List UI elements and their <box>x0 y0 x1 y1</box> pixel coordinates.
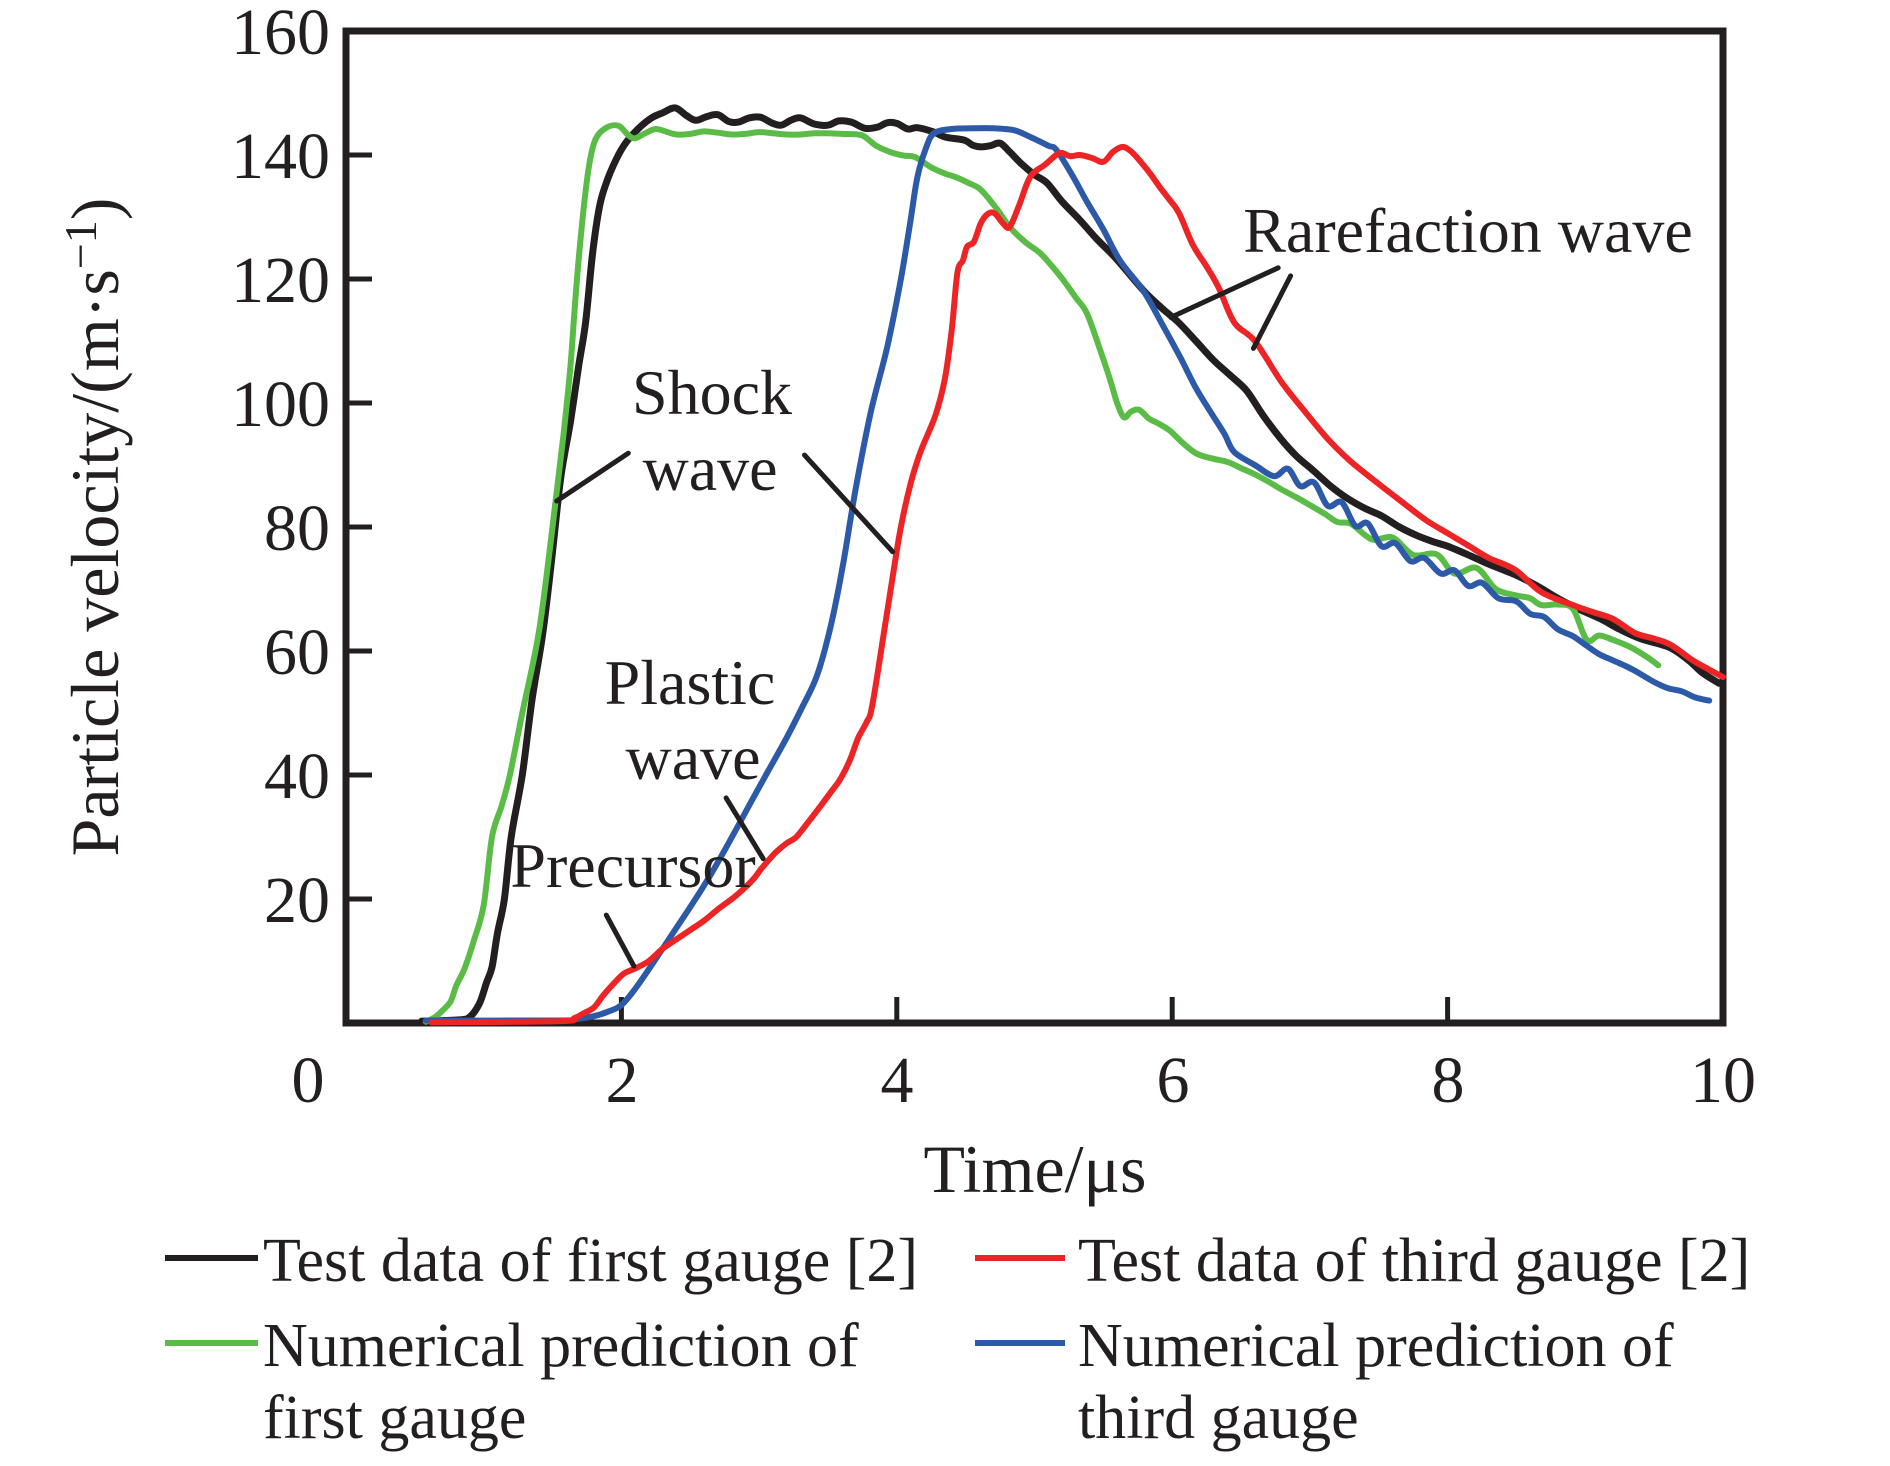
legend-label-test-third: Test data of third gauge [2] <box>1078 1227 1750 1295</box>
y-axis-title: Particle velocity/(m·s−1) <box>55 198 133 857</box>
curves <box>418 104 1726 1026</box>
annotation-plastic-line2: wave <box>625 722 760 793</box>
x-tick-6: 6 <box>1157 1044 1190 1117</box>
annotation-precursor: Precursor <box>510 830 755 901</box>
x-axis-title: Time/μs <box>924 1131 1147 1207</box>
x-tick-10: 10 <box>1690 1044 1756 1117</box>
x-tick-0: 0 <box>292 1044 325 1117</box>
annotation-plastic-line1: Plastic <box>605 647 776 718</box>
pointer-shock-0 <box>554 450 631 504</box>
pointer-precursor-0 <box>603 912 637 969</box>
legend-label-num-third-line1: Numerical prediction of <box>1078 1312 1674 1380</box>
legend-label-num-third-line2: third gauge <box>1078 1384 1359 1452</box>
curve-test-third-gauge <box>428 143 1726 1026</box>
annotation-shock-line2: wave <box>642 433 777 504</box>
annotation-rarefaction: Rarefaction wave <box>1243 195 1693 266</box>
y-tick-120: 120 <box>231 244 330 317</box>
legend-label-test-first: Test data of first gauge [2] <box>263 1227 918 1295</box>
y-tick-80: 80 <box>264 492 330 565</box>
y-tick-140: 140 <box>231 120 330 193</box>
annotation-pointer-lines <box>554 265 1294 969</box>
pointer-rarefaction-1 <box>1250 273 1294 351</box>
legend-label-num-first-line2: first gauge <box>263 1384 526 1452</box>
curve-test-first-gauge <box>418 104 1723 1025</box>
x-tick-4: 4 <box>881 1044 914 1117</box>
x-tick-2: 2 <box>606 1044 639 1117</box>
y-tick-20: 20 <box>264 864 330 937</box>
pointer-plastic-0 <box>723 795 766 862</box>
legend-label-num-first-line1: Numerical prediction of <box>263 1312 859 1380</box>
y-tick-100: 100 <box>231 368 330 441</box>
x-tick-8: 8 <box>1432 1044 1465 1117</box>
y-tick-160: 160 <box>231 0 330 69</box>
pointer-rarefaction-0 <box>1168 265 1281 320</box>
y-tick-40: 40 <box>264 740 330 813</box>
curve-numerical-third-gauge <box>422 125 1713 1024</box>
annotation-shock-line1: Shock <box>632 357 792 428</box>
y-tick-60: 60 <box>264 616 330 689</box>
legend: Test data of first gauge [2] Test data o… <box>165 1227 1750 1452</box>
pointer-shock-1 <box>802 452 896 555</box>
